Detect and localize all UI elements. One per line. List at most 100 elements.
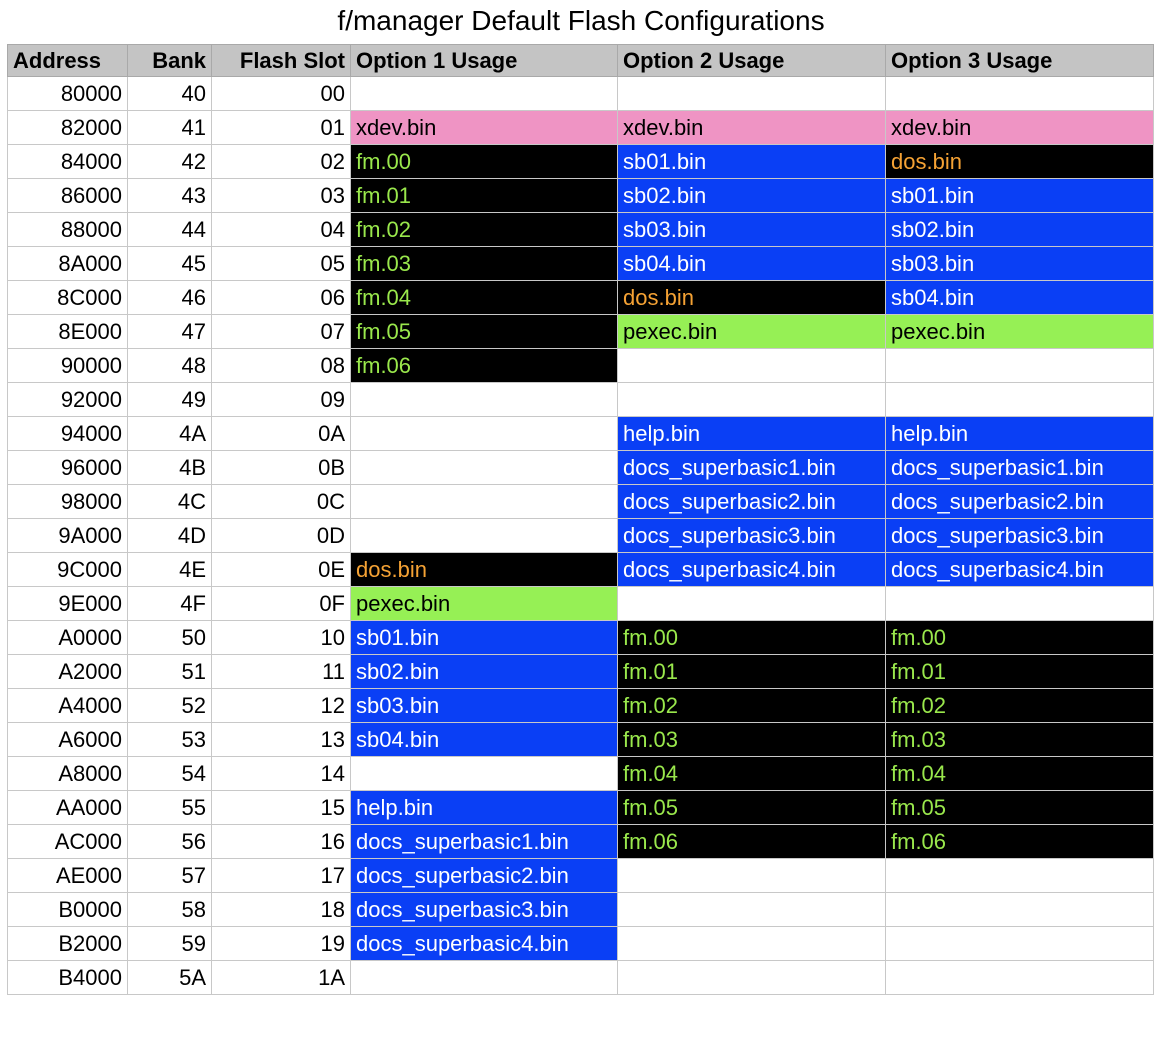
bank-cell: 4A bbox=[127, 416, 212, 451]
option-3-cell: pexec.bin bbox=[885, 314, 1154, 349]
bank-cell: 47 bbox=[127, 314, 212, 349]
option-2-cell: fm.06 bbox=[617, 824, 886, 859]
bank-cell: 55 bbox=[127, 790, 212, 825]
option-3-cell bbox=[885, 858, 1154, 893]
table-row: 92000 49 09 bbox=[7, 382, 1154, 417]
option-2-cell bbox=[617, 586, 886, 621]
flash-config-table: Address Bank Flash Slot Option 1 Usage O… bbox=[7, 44, 1154, 995]
column-header-option-3: Option 3 Usage bbox=[885, 44, 1154, 77]
option-1-cell: fm.06 bbox=[350, 348, 618, 383]
bank-cell: 4E bbox=[127, 552, 212, 587]
bank-cell: 4C bbox=[127, 484, 212, 519]
flash-slot-cell: 01 bbox=[211, 110, 351, 145]
bank-cell: 49 bbox=[127, 382, 212, 417]
option-3-cell bbox=[885, 586, 1154, 621]
option-2-cell bbox=[617, 858, 886, 893]
option-1-cell bbox=[350, 450, 618, 485]
column-header-option-2: Option 2 Usage bbox=[617, 44, 886, 77]
option-2-cell: sb04.bin bbox=[617, 246, 886, 281]
table-row: A2000 51 11 sb02.bin fm.01 fm.01 bbox=[7, 654, 1154, 689]
address-cell: 80000 bbox=[7, 76, 128, 111]
option-1-cell: fm.02 bbox=[350, 212, 618, 247]
address-cell: 92000 bbox=[7, 382, 128, 417]
address-cell: 8A000 bbox=[7, 246, 128, 281]
option-3-cell: help.bin bbox=[885, 416, 1154, 451]
address-cell: 9A000 bbox=[7, 518, 128, 553]
address-cell: A2000 bbox=[7, 654, 128, 689]
option-1-cell: sb01.bin bbox=[350, 620, 618, 655]
bank-cell: 45 bbox=[127, 246, 212, 281]
address-cell: B0000 bbox=[7, 892, 128, 927]
bank-cell: 42 bbox=[127, 144, 212, 179]
table-row: 9C000 4E 0E dos.bin docs_superbasic4.bin docs… bbox=[7, 552, 1154, 587]
address-cell: 98000 bbox=[7, 484, 128, 519]
bank-cell: 56 bbox=[127, 824, 212, 859]
address-cell: 90000 bbox=[7, 348, 128, 383]
flash-slot-cell: 1A bbox=[211, 960, 351, 995]
option-2-cell: fm.00 bbox=[617, 620, 886, 655]
address-cell: AE000 bbox=[7, 858, 128, 893]
flash-slot-cell: 09 bbox=[211, 382, 351, 417]
option-1-cell: sb04.bin bbox=[350, 722, 618, 757]
flash-slot-cell: 0C bbox=[211, 484, 351, 519]
flash-slot-cell: 14 bbox=[211, 756, 351, 791]
table-row: 98000 4C 0C docs_superbasic2.bin docs_superb… bbox=[7, 484, 1154, 519]
column-header-bank: Bank bbox=[127, 44, 212, 77]
option-2-cell: fm.05 bbox=[617, 790, 886, 825]
bank-cell: 48 bbox=[127, 348, 212, 383]
option-1-cell bbox=[350, 960, 618, 995]
flash-slot-cell: 0A bbox=[211, 416, 351, 451]
bank-cell: 50 bbox=[127, 620, 212, 655]
flash-slot-cell: 10 bbox=[211, 620, 351, 655]
table-row: AC000 56 16 docs_superbasic1.bin fm.06 fm.06 bbox=[7, 824, 1154, 859]
address-cell: 82000 bbox=[7, 110, 128, 145]
address-cell: 9E000 bbox=[7, 586, 128, 621]
option-2-cell: xdev.bin bbox=[617, 110, 886, 145]
column-header-flash-slot: Flash Slot bbox=[211, 44, 351, 77]
option-2-cell bbox=[617, 960, 886, 995]
option-3-cell bbox=[885, 960, 1154, 995]
option-2-cell: fm.02 bbox=[617, 688, 886, 723]
flash-slot-cell: 15 bbox=[211, 790, 351, 825]
table-row: 96000 4B 0B docs_superbasic1.bin docs_superb… bbox=[7, 450, 1154, 485]
flash-slot-cell: 0B bbox=[211, 450, 351, 485]
option-3-cell bbox=[885, 892, 1154, 927]
option-3-cell: sb03.bin bbox=[885, 246, 1154, 281]
option-3-cell: sb04.bin bbox=[885, 280, 1154, 315]
option-1-cell: fm.01 bbox=[350, 178, 618, 213]
option-1-cell: fm.04 bbox=[350, 280, 618, 315]
option-1-cell bbox=[350, 518, 618, 553]
flash-slot-cell: 05 bbox=[211, 246, 351, 281]
address-cell: 84000 bbox=[7, 144, 128, 179]
option-3-cell: fm.05 bbox=[885, 790, 1154, 825]
bank-cell: 4B bbox=[127, 450, 212, 485]
bank-cell: 44 bbox=[127, 212, 212, 247]
flash-slot-cell: 12 bbox=[211, 688, 351, 723]
option-3-cell: docs_superbasic1.bin bbox=[885, 450, 1154, 485]
option-1-cell: docs_superbasic4.bin bbox=[350, 926, 618, 961]
flash-slot-cell: 04 bbox=[211, 212, 351, 247]
flash-slot-cell: 0E bbox=[211, 552, 351, 587]
option-2-cell: docs_superbasic2.bin bbox=[617, 484, 886, 519]
address-cell: 94000 bbox=[7, 416, 128, 451]
option-1-cell: docs_superbasic2.bin bbox=[350, 858, 618, 893]
option-3-cell: sb01.bin bbox=[885, 178, 1154, 213]
column-header-option-1: Option 1 Usage bbox=[350, 44, 618, 77]
flash-slot-cell: 0D bbox=[211, 518, 351, 553]
address-cell: AA000 bbox=[7, 790, 128, 825]
bank-cell: 4F bbox=[127, 586, 212, 621]
flash-slot-cell: 18 bbox=[211, 892, 351, 927]
address-cell: 86000 bbox=[7, 178, 128, 213]
flash-slot-cell: 13 bbox=[211, 722, 351, 757]
bank-cell: 43 bbox=[127, 178, 212, 213]
option-3-cell: fm.02 bbox=[885, 688, 1154, 723]
option-1-cell: fm.00 bbox=[350, 144, 618, 179]
option-2-cell: fm.03 bbox=[617, 722, 886, 757]
option-3-cell: sb02.bin bbox=[885, 212, 1154, 247]
table-row: B2000 59 19 docs_superbasic4.bin bbox=[7, 926, 1154, 961]
table-row: A4000 52 12 sb03.bin fm.02 fm.02 bbox=[7, 688, 1154, 723]
table-row: 9A000 4D 0D docs_superbasic3.bin docs_superb… bbox=[7, 518, 1154, 553]
address-cell: A6000 bbox=[7, 722, 128, 757]
option-2-cell bbox=[617, 76, 886, 111]
option-2-cell bbox=[617, 382, 886, 417]
